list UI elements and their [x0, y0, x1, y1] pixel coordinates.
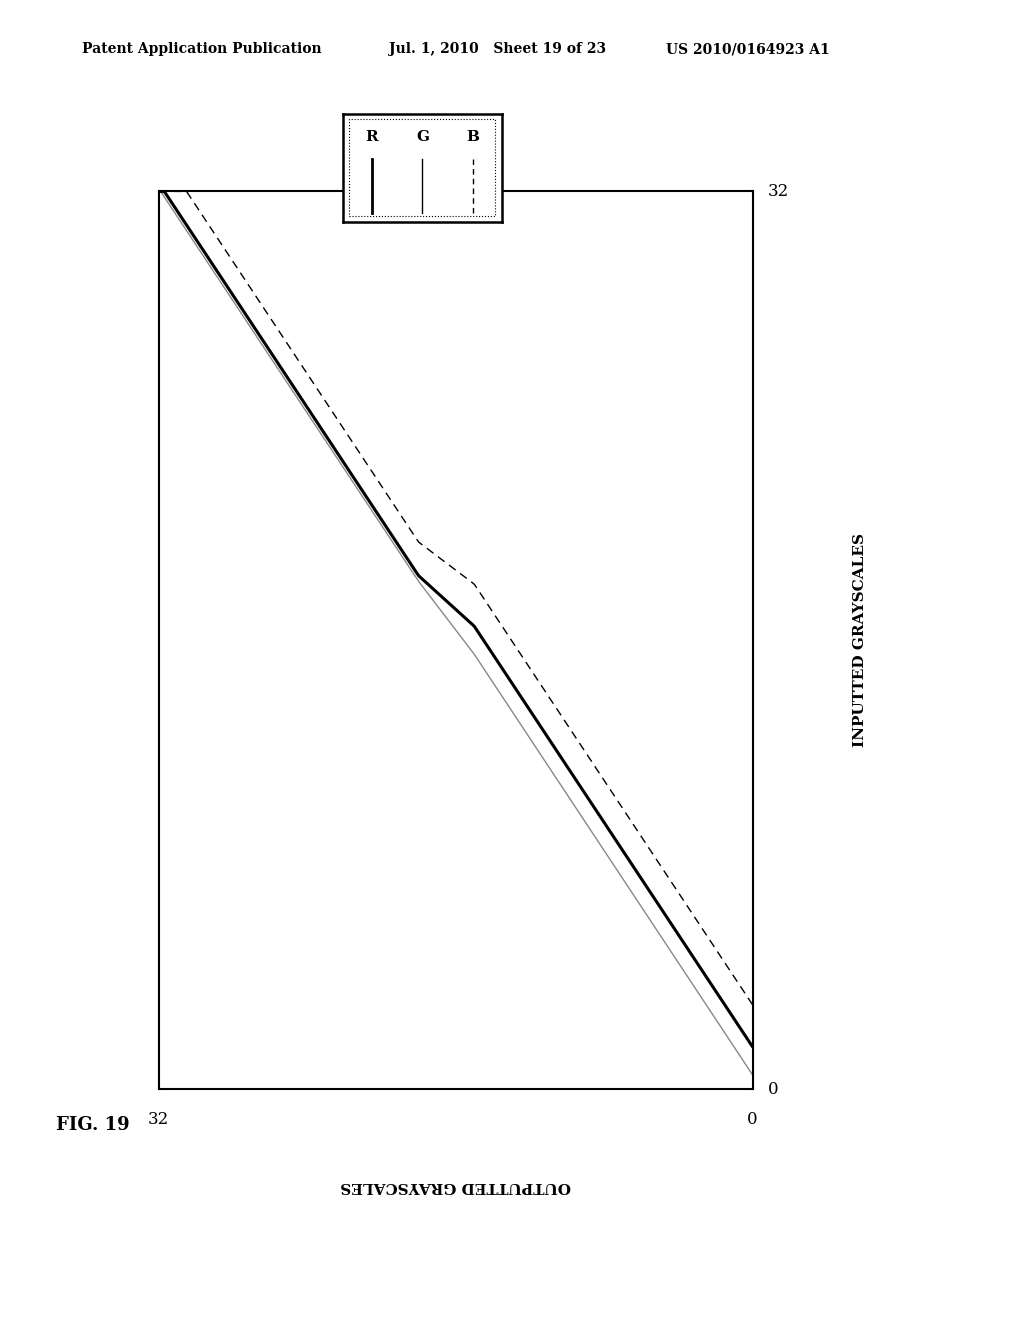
Text: US 2010/0164923 A1: US 2010/0164923 A1	[666, 42, 829, 57]
Text: 32: 32	[148, 1111, 169, 1129]
Text: INPUTTED GRAYSCALES: INPUTTED GRAYSCALES	[853, 533, 866, 747]
Text: R: R	[366, 131, 378, 144]
Text: Patent Application Publication: Patent Application Publication	[82, 42, 322, 57]
Text: 32: 32	[768, 183, 788, 199]
Text: 0: 0	[768, 1081, 778, 1097]
Text: 0: 0	[748, 1111, 758, 1129]
Text: G: G	[416, 131, 429, 144]
Text: Jul. 1, 2010   Sheet 19 of 23: Jul. 1, 2010 Sheet 19 of 23	[389, 42, 606, 57]
Text: OUTPUTTED GRAYSCALES: OUTPUTTED GRAYSCALES	[340, 1179, 571, 1193]
Text: B: B	[467, 131, 479, 144]
Text: FIG. 19: FIG. 19	[56, 1115, 130, 1134]
